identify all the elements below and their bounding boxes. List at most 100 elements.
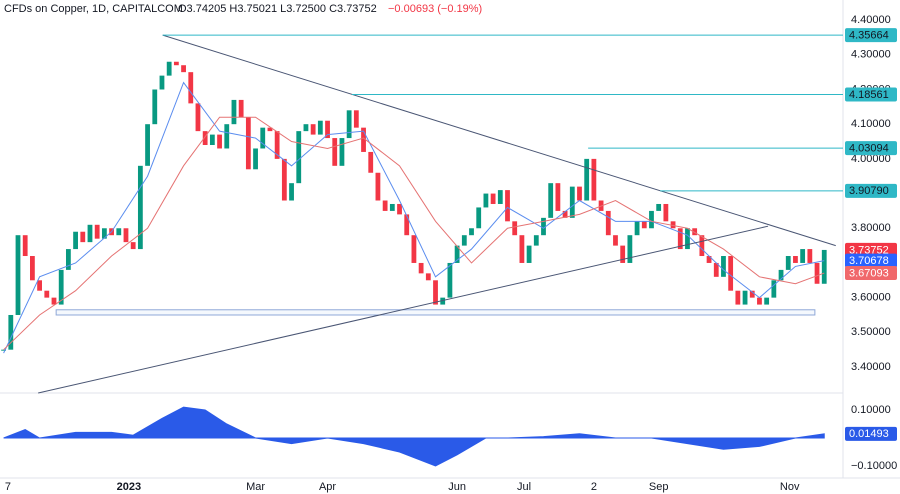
candle <box>519 235 525 263</box>
candle <box>713 262 719 277</box>
candle <box>814 262 820 284</box>
x-tick-label: 2023 <box>117 481 141 493</box>
candle <box>80 231 86 243</box>
candle <box>296 131 302 184</box>
candle <box>677 228 683 250</box>
candle <box>512 221 518 236</box>
trendline <box>38 225 769 394</box>
candle <box>274 131 280 159</box>
candle <box>353 110 359 128</box>
candle <box>584 158 590 201</box>
support-zone <box>55 309 816 316</box>
candle <box>289 183 294 201</box>
candle <box>483 193 489 208</box>
x-tick-label: 2 <box>591 481 597 493</box>
candle <box>224 124 230 149</box>
candle <box>8 314 14 350</box>
x-tick-label: Jul <box>517 481 531 493</box>
candle <box>641 221 647 229</box>
oscillator-badge-bg <box>845 426 897 441</box>
symbol-title: CFDs on Copper, 1D, CAPITALCOM <box>4 3 183 15</box>
moving-average <box>3 81 825 354</box>
candle <box>785 256 791 270</box>
ohlc: O3.74205 H3.75021 L3.72500 C3.73752 <box>178 3 377 15</box>
candle <box>425 273 431 281</box>
candle <box>433 280 438 305</box>
trendline <box>162 34 836 247</box>
y-tick-label: 4.10000 <box>851 118 891 130</box>
level-badge-bg <box>845 87 897 102</box>
candle <box>533 235 539 246</box>
candle <box>152 89 158 125</box>
candle <box>541 217 546 236</box>
y-tick-label: 4.00000 <box>851 153 891 165</box>
candle <box>735 290 741 305</box>
candle <box>267 127 273 132</box>
candle <box>382 200 388 211</box>
last-value-badge-bg <box>845 253 897 268</box>
candle <box>281 158 287 201</box>
candle <box>260 127 266 149</box>
candle <box>742 290 748 305</box>
candle <box>469 228 474 236</box>
candle <box>51 297 57 305</box>
oscillator-area <box>3 406 825 467</box>
candle <box>209 134 215 146</box>
last-value-badge: 3.73752 <box>849 244 889 256</box>
candle <box>173 61 179 66</box>
level-badge: 4.03094 <box>849 143 889 155</box>
candle <box>116 228 122 236</box>
candle <box>411 235 417 263</box>
candle <box>361 127 366 152</box>
y-tick-label: 4.30000 <box>851 49 891 61</box>
candle <box>123 228 129 243</box>
y-tick-label: 3.60000 <box>851 292 891 304</box>
candle <box>339 138 345 166</box>
candle <box>332 138 338 166</box>
candle <box>375 172 381 201</box>
candle <box>368 151 374 173</box>
candle <box>389 203 395 211</box>
y-tick-label: 3.40000 <box>851 361 891 373</box>
candle <box>231 99 237 125</box>
candle <box>670 221 676 229</box>
candle <box>253 148 258 170</box>
candle <box>397 203 402 215</box>
candle <box>317 120 323 135</box>
candle <box>800 249 806 263</box>
candle <box>490 193 496 204</box>
y-tick-label: 3.80000 <box>851 222 891 234</box>
candle <box>505 190 510 222</box>
candle <box>757 297 762 305</box>
level-badge-bg <box>845 183 897 198</box>
candle <box>620 245 626 263</box>
candle <box>447 262 453 298</box>
candle <box>555 183 561 211</box>
candle <box>692 228 698 236</box>
candle <box>613 235 618 246</box>
candle <box>577 186 582 201</box>
candle <box>497 190 503 204</box>
candle <box>526 245 532 263</box>
candle <box>778 269 784 281</box>
candle <box>130 242 136 250</box>
last-value-badge: 3.67093 <box>849 267 889 279</box>
candle <box>821 249 827 284</box>
candle <box>37 280 42 291</box>
last-value-badge-bg <box>845 242 897 257</box>
x-tick-label: Sep <box>649 481 669 493</box>
candle <box>418 262 424 274</box>
candle <box>325 120 330 139</box>
candle <box>461 235 467 246</box>
candle <box>793 256 798 263</box>
candle <box>87 224 93 243</box>
candle <box>454 245 460 263</box>
candle <box>73 231 78 250</box>
candle <box>94 224 100 239</box>
candle <box>548 183 554 218</box>
level-badge-bg <box>845 141 897 156</box>
candle <box>202 131 208 146</box>
candle <box>310 124 316 135</box>
candle <box>404 214 410 236</box>
